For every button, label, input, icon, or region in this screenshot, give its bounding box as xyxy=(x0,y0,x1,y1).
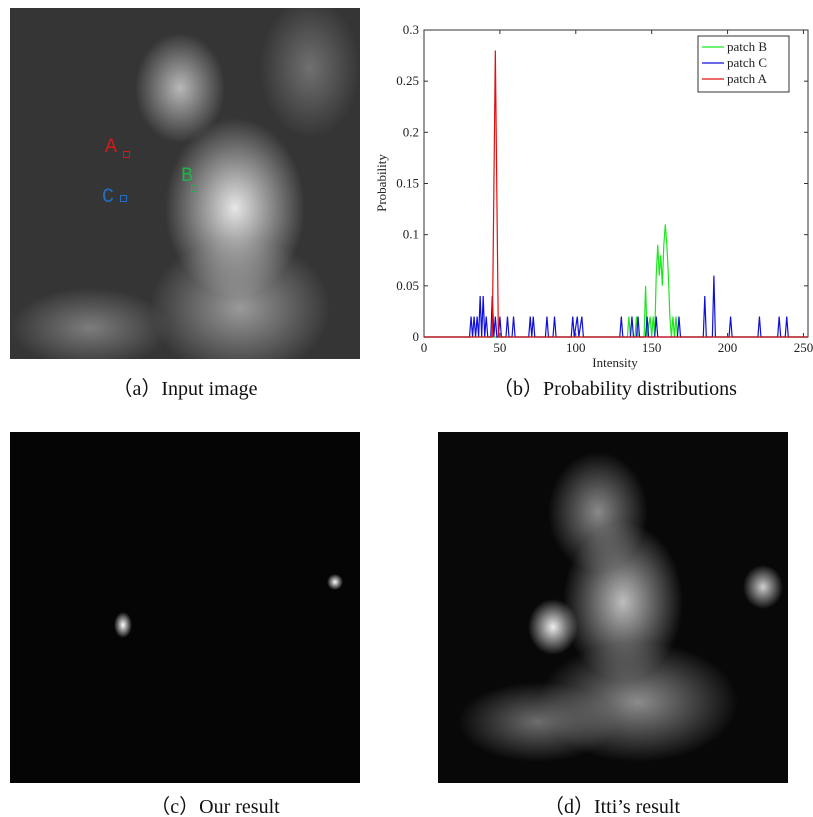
series-line xyxy=(424,50,808,337)
x-tick-label: 0 xyxy=(421,340,428,355)
y-tick-label: 0.25 xyxy=(396,73,419,88)
itti-result-image xyxy=(438,432,788,783)
legend-label: patch B xyxy=(727,39,767,54)
x-tick-label: 200 xyxy=(718,340,738,355)
y-tick-label: 0 xyxy=(413,329,420,344)
caption: （c）Our result xyxy=(150,790,279,817)
y-tick-label: 0.15 xyxy=(396,176,419,191)
y-axis-label: Probability xyxy=(374,154,389,212)
our-result-image xyxy=(10,432,360,783)
x-tick-label: 50 xyxy=(493,340,506,355)
caption: （d）Itti’s result xyxy=(544,790,680,817)
y-tick-label: 0.2 xyxy=(403,124,419,139)
x-tick-label: 150 xyxy=(642,340,662,355)
caption: （a）Input image xyxy=(113,372,258,401)
figure: A B C （a）Input image （b）Probability dist… xyxy=(0,0,813,817)
x-tick-label: 250 xyxy=(794,340,813,355)
caption: （b）Probability distributions xyxy=(493,372,737,401)
x-tick-label: 100 xyxy=(566,340,586,355)
x-axis-label: Intensity xyxy=(592,355,638,370)
y-tick-label: 0.1 xyxy=(403,227,419,242)
legend-label: patch C xyxy=(727,55,767,70)
y-tick-label: 0.3 xyxy=(403,22,419,37)
series-line xyxy=(424,276,808,337)
chart: Intensity Probability 0 50 100 150 200 250 0 0.… xyxy=(0,0,813,370)
y-tick-label: 0.05 xyxy=(396,278,419,293)
legend-label: patch A xyxy=(727,71,768,86)
